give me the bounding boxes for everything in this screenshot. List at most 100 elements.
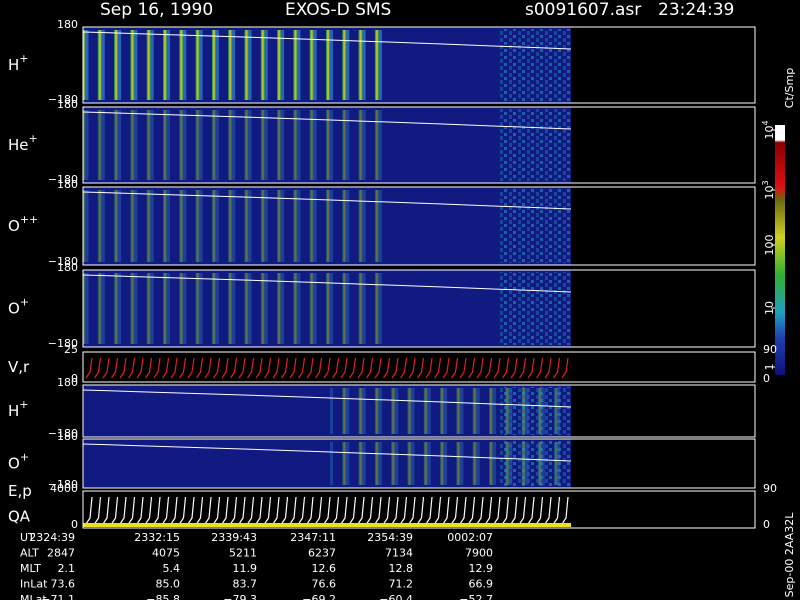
row-label: ALT (20, 547, 39, 560)
row-value: 7134 (385, 547, 413, 560)
panel-label-sup: + (20, 296, 29, 309)
colorbar-base: 10 (763, 301, 776, 315)
trend-line (82, 111, 572, 130)
row-value: −79.3 (223, 593, 257, 600)
panel-frame (82, 106, 756, 184)
row-value: −71.1 (41, 593, 75, 600)
y-tick-label: 25 (64, 343, 78, 356)
trend-line (82, 31, 572, 50)
panel-label: H+ (8, 398, 29, 420)
y-tick-label: −180 (48, 93, 78, 106)
row-value: 5.4 (163, 562, 181, 575)
row-value: 12.9 (469, 562, 494, 575)
instrument: EXOS-D SMS (285, 0, 391, 20)
panel-label-sup: ++ (20, 213, 38, 226)
panel-label: H+ (8, 52, 29, 74)
panel-frame (82, 186, 756, 266)
row-value: 2847 (47, 547, 75, 560)
spectrogram-texture (83, 110, 383, 180)
y-tick-label: 180 (57, 376, 78, 389)
trace (85, 496, 569, 525)
panel-label-main: E,p (8, 482, 32, 500)
y-tick-label: −180 (48, 427, 78, 440)
colorbar-label: 1 (763, 364, 776, 371)
panel-frame (82, 269, 756, 348)
colorbar-label: 104 (761, 120, 777, 139)
colorbar-label: 103 (761, 180, 777, 199)
row-label: UT (20, 531, 35, 544)
panel-label-main: He (8, 136, 29, 154)
row-value: 7900 (465, 547, 493, 560)
panel-label: QA (8, 508, 31, 526)
row-value: 71.2 (389, 578, 414, 591)
side-label: Sep-00 2AA32L (783, 512, 796, 598)
colorbar-label: 100 (763, 235, 776, 256)
colorbar-exp: 3 (761, 180, 770, 185)
spectrogram-texture (500, 29, 571, 101)
panel-label: O++ (8, 213, 38, 235)
y-tick-label: 0 (71, 372, 78, 385)
colorbar-base: 1 (763, 364, 776, 371)
colorbar-base: 10 (763, 186, 776, 200)
row-value: 76.6 (312, 578, 337, 591)
row-label: InLat (20, 578, 48, 591)
panel-label-sup: + (29, 132, 38, 145)
row-value: −69.2 (302, 593, 336, 600)
trace (85, 357, 569, 379)
panel-label: V,r (8, 358, 30, 376)
row-value: 2332:15 (134, 531, 180, 544)
row-label: MLT (20, 562, 41, 575)
spectrogram-texture (500, 109, 571, 181)
colorbar-unit: Ct/Smp (783, 68, 796, 108)
row-value: 12.6 (312, 562, 337, 575)
panel-frame (82, 438, 756, 489)
y2-tick-label: 0 (763, 518, 770, 531)
y2-tick-label: 0 (763, 372, 770, 385)
panel-label: O+ (8, 296, 29, 318)
trend-line (82, 274, 572, 293)
panel-frame (82, 384, 756, 438)
panel-label: He+ (8, 132, 38, 154)
file: s0091607.asr (525, 0, 641, 20)
row-value: 11.9 (233, 562, 258, 575)
panel-frame (82, 490, 756, 529)
y-tick-label: −180 (48, 255, 78, 268)
panel-frame (82, 351, 756, 383)
spectrogram-texture (500, 387, 571, 435)
row-label: MLat (20, 593, 47, 600)
y-tick-label: 4000 (50, 482, 78, 495)
spectrogram-texture (83, 30, 383, 100)
row-value: 66.9 (469, 578, 494, 591)
colorbar (775, 125, 785, 375)
y-tick-label: 180 (57, 261, 78, 274)
spectrogram-texture (500, 189, 571, 263)
row-value: 83.7 (233, 578, 258, 591)
y-tick-label: 180 (57, 98, 78, 111)
spectrogram-texture (500, 272, 571, 345)
y-tick-label: −180 (48, 478, 78, 491)
panel-label: E,p (8, 482, 32, 500)
date: Sep 16, 1990 (100, 0, 213, 20)
y-tick-label: 0 (71, 518, 78, 531)
panel-label: O+ (8, 451, 29, 473)
row-value: −85.8 (146, 593, 180, 600)
row-value: −60.4 (379, 593, 413, 600)
y-tick-label: −180 (48, 337, 78, 350)
colorbar-base: 100 (763, 235, 776, 256)
y-tick-label: 180 (57, 178, 78, 191)
y2-tick-label: 90 (763, 482, 777, 495)
row-value: 5211 (229, 547, 257, 560)
panel-frame (82, 26, 756, 104)
row-value: 85.0 (156, 578, 181, 591)
panel-label-main: O (8, 299, 20, 317)
trend-line (82, 191, 572, 210)
row-value: 6237 (308, 547, 336, 560)
panel-label-sup: + (19, 52, 28, 65)
colorbar-label: 10 (763, 301, 776, 315)
panel-label-main: H (8, 56, 19, 74)
row-value: 12.8 (389, 562, 414, 575)
row-value: −52.7 (459, 593, 493, 600)
y-tick-label: 180 (57, 430, 78, 443)
